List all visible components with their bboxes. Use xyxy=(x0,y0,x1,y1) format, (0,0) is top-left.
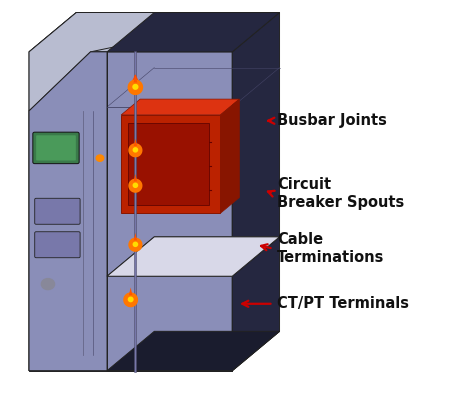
Polygon shape xyxy=(29,52,107,371)
Polygon shape xyxy=(128,123,209,205)
Polygon shape xyxy=(150,17,275,335)
Polygon shape xyxy=(121,115,220,213)
Polygon shape xyxy=(29,52,91,111)
Polygon shape xyxy=(128,179,143,193)
Polygon shape xyxy=(29,13,280,111)
Text: CT/PT Terminals: CT/PT Terminals xyxy=(277,296,409,311)
FancyBboxPatch shape xyxy=(33,132,79,164)
Polygon shape xyxy=(128,143,143,157)
Polygon shape xyxy=(107,13,280,52)
Polygon shape xyxy=(134,233,137,241)
Circle shape xyxy=(41,278,55,290)
Polygon shape xyxy=(128,79,143,95)
Text: Circuit
Breaker Spouts: Circuit Breaker Spouts xyxy=(277,177,404,210)
Polygon shape xyxy=(29,13,280,52)
Text: Cable
Terminations: Cable Terminations xyxy=(277,232,384,265)
Polygon shape xyxy=(128,297,134,302)
Polygon shape xyxy=(133,242,138,247)
Polygon shape xyxy=(134,139,137,146)
Polygon shape xyxy=(29,52,232,371)
Polygon shape xyxy=(232,13,280,371)
Polygon shape xyxy=(107,331,280,371)
Polygon shape xyxy=(123,292,138,307)
FancyBboxPatch shape xyxy=(35,232,80,258)
Text: Busbar Joints: Busbar Joints xyxy=(277,113,387,128)
Polygon shape xyxy=(107,52,232,371)
Polygon shape xyxy=(220,99,239,213)
Polygon shape xyxy=(29,52,232,371)
FancyBboxPatch shape xyxy=(35,198,80,224)
Circle shape xyxy=(96,155,104,161)
Polygon shape xyxy=(134,74,137,83)
Polygon shape xyxy=(107,237,280,276)
Polygon shape xyxy=(134,174,137,181)
FancyBboxPatch shape xyxy=(36,135,76,160)
Polygon shape xyxy=(128,238,143,252)
Polygon shape xyxy=(121,99,239,115)
Polygon shape xyxy=(29,13,76,371)
Polygon shape xyxy=(132,84,138,90)
Polygon shape xyxy=(133,147,138,152)
Polygon shape xyxy=(129,288,132,295)
Polygon shape xyxy=(133,182,138,188)
Polygon shape xyxy=(29,331,280,371)
